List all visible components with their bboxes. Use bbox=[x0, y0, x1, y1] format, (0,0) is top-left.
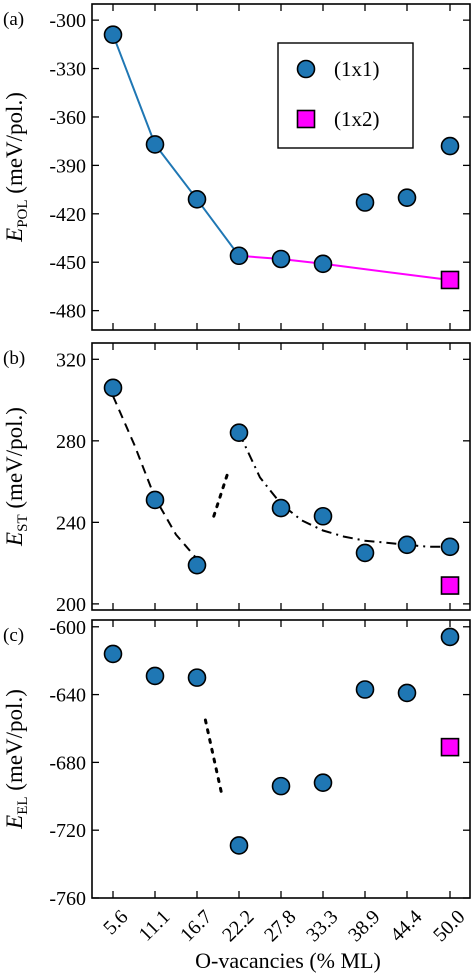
y-tick-label: 320 bbox=[56, 349, 86, 371]
y-tick-label: -390 bbox=[49, 155, 86, 177]
data-point-square bbox=[440, 737, 460, 757]
legend: (1x1) (1x2) bbox=[277, 42, 414, 149]
data-point-circle bbox=[103, 378, 123, 398]
x-tick-label: 16.7 bbox=[176, 906, 216, 946]
x-axis-label: O-vacancies (% ML) bbox=[195, 948, 381, 973]
y-label-symbol: E bbox=[2, 815, 27, 830]
legend-marker-circle bbox=[296, 59, 316, 79]
data-point-circle bbox=[229, 423, 249, 442]
y-tick-label: -480 bbox=[49, 301, 86, 323]
x-tick-label: 11.1 bbox=[135, 906, 175, 946]
y-tick-label: -420 bbox=[49, 204, 86, 226]
y-label-unit: (meV/pol.) bbox=[2, 92, 27, 199]
data-point-circle bbox=[271, 249, 291, 269]
data-point-circle bbox=[355, 543, 375, 563]
legend-marker-square bbox=[296, 109, 316, 129]
y-axis-label: EEL (meV/pol.) bbox=[2, 689, 31, 830]
data-point-square bbox=[440, 270, 460, 290]
data-point-circle bbox=[397, 188, 417, 207]
panel-3: -600 -640 -680 -720 -760 (c) EEL (meV/pol.) bbox=[2, 617, 471, 910]
y-tick-label: -450 bbox=[49, 252, 86, 274]
y-label-symbol: E bbox=[2, 532, 27, 547]
y-label-unit: (meV/pol.) bbox=[2, 407, 27, 514]
y-tick-label: -640 bbox=[49, 685, 86, 707]
plot-frame bbox=[91, 619, 471, 899]
data-point-circle bbox=[440, 537, 460, 557]
y-label-unit: (meV/pol.) bbox=[2, 689, 27, 796]
data-point-circle bbox=[145, 490, 165, 510]
y-tick-label: -720 bbox=[49, 820, 86, 842]
data-point-circle bbox=[313, 506, 333, 526]
series-line-dashdot bbox=[238, 432, 450, 548]
data-point-circle bbox=[187, 555, 207, 575]
panels: -300-330-360-390-420-450-480(a)EPOL (meV… bbox=[2, 3, 471, 910]
x-axis: 5.6 11.1 16.7 22.2 27.8 33.3 38.9 44.4 50.0 bbox=[99, 906, 469, 946]
data-point-circle bbox=[145, 135, 165, 154]
data-point-circle bbox=[313, 254, 333, 274]
data-point-circle bbox=[397, 683, 417, 703]
x-tick-label: 33.3 bbox=[302, 906, 342, 946]
panel-label: (c) bbox=[3, 625, 24, 646]
x-tick-label: 5.6 bbox=[99, 906, 132, 939]
data-point-circle bbox=[313, 773, 333, 793]
x-tick-label: 27.8 bbox=[260, 906, 300, 946]
data-point-circle bbox=[440, 627, 460, 647]
legend-label-1x2: (1x2) bbox=[334, 107, 380, 131]
data-point-circle bbox=[229, 836, 249, 855]
y-axis-label: EST (meV/pol.) bbox=[2, 407, 31, 547]
data-point-circle bbox=[229, 246, 249, 266]
y-tick-label: -360 bbox=[49, 107, 86, 129]
y-label-subscript: ST bbox=[15, 514, 31, 532]
panel-2: 200 240 280 320 (b) EST (meV/pol.) bbox=[2, 342, 471, 616]
data-point-circle bbox=[271, 776, 291, 796]
data-point-circle bbox=[145, 666, 165, 686]
series-line-solid bbox=[112, 34, 240, 257]
x-tick-label: 38.9 bbox=[344, 906, 384, 946]
data-point-circle bbox=[397, 535, 417, 555]
plot-frame bbox=[91, 342, 471, 611]
legend-box bbox=[277, 42, 414, 149]
panel-1: -300 -330 -360 -390 -420 -450 -480 (a) EPOL (meV… bbox=[2, 3, 471, 331]
y-tick-label: 280 bbox=[56, 431, 86, 453]
data-point-circle bbox=[440, 136, 460, 156]
y-label-symbol: E bbox=[2, 228, 27, 243]
data-point-circle bbox=[355, 680, 375, 699]
series-line-dotted bbox=[212, 469, 230, 518]
y-tick-label: -760 bbox=[49, 888, 86, 910]
legend-label-1x1: (1x1) bbox=[334, 57, 380, 81]
series-line-dotted bbox=[203, 718, 224, 798]
x-tick-label: 22.2 bbox=[218, 906, 258, 946]
data-point-circle bbox=[187, 668, 207, 687]
data-point-circle bbox=[103, 644, 123, 664]
y-axis-label: EPOL (meV/pol.) bbox=[2, 92, 31, 243]
data-point-circle bbox=[103, 25, 123, 44]
data-point-circle bbox=[355, 193, 375, 212]
series-line-dashed bbox=[112, 395, 198, 560]
y-tick-label: -600 bbox=[49, 617, 86, 639]
y-tick-label: -680 bbox=[49, 752, 86, 774]
y-tick-label: -330 bbox=[49, 59, 86, 81]
data-point-circle bbox=[187, 189, 207, 209]
y-tick-label: 240 bbox=[56, 512, 86, 534]
y-tick-label: -300 bbox=[49, 10, 86, 32]
panel-label: (a) bbox=[3, 9, 24, 30]
series-line-solid bbox=[238, 254, 451, 281]
y-label-subscript: POL bbox=[15, 199, 31, 227]
x-tick-label: 50.0 bbox=[429, 906, 469, 946]
panel-label: (b) bbox=[3, 348, 25, 369]
y-label-subscript: EL bbox=[15, 796, 31, 814]
x-tick-label: 44.4 bbox=[386, 906, 426, 946]
y-tick-label: 200 bbox=[56, 594, 86, 616]
data-point-square bbox=[440, 576, 460, 595]
data-point-circle bbox=[271, 498, 291, 518]
